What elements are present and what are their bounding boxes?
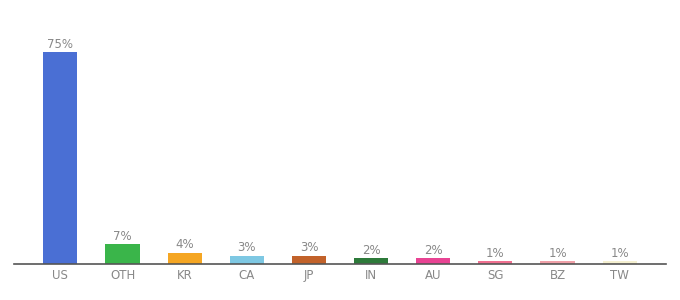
Text: 75%: 75% xyxy=(48,38,73,51)
Text: 3%: 3% xyxy=(237,241,256,254)
Bar xyxy=(416,258,450,264)
Bar xyxy=(478,261,513,264)
Text: 4%: 4% xyxy=(175,238,194,251)
Text: 2%: 2% xyxy=(424,244,443,257)
Text: 1%: 1% xyxy=(486,247,505,260)
Text: 7%: 7% xyxy=(113,230,132,243)
Bar xyxy=(541,261,575,264)
Bar xyxy=(602,261,636,264)
Bar xyxy=(292,256,326,264)
Text: 2%: 2% xyxy=(362,244,380,257)
Text: 1%: 1% xyxy=(611,247,629,260)
Text: 3%: 3% xyxy=(300,241,318,254)
Text: 1%: 1% xyxy=(548,247,567,260)
Bar xyxy=(167,253,202,264)
Bar xyxy=(230,256,264,264)
Bar xyxy=(44,52,78,264)
Bar xyxy=(105,244,139,264)
Bar xyxy=(354,258,388,264)
